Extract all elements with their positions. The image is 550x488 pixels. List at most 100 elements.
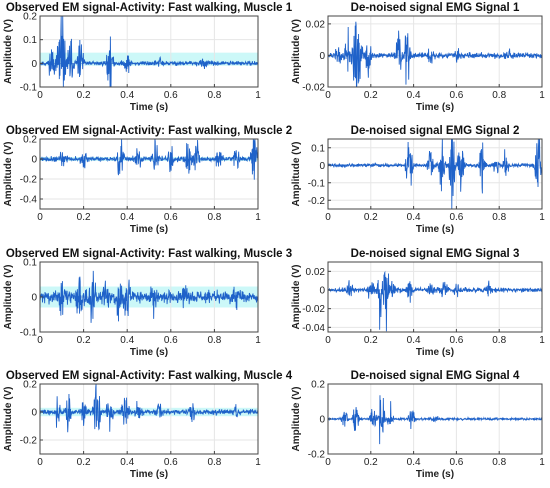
chart-panel-8: De-noised signal EMG Signal 4 0 0.2 0.4 0.6 0… — [291, 370, 545, 480]
x-tick-label: 0.4 — [407, 90, 421, 101]
chart-panel-5: Observed EM signal-Activity: Fast walkin… — [3, 248, 292, 358]
x-axis-label: Time (s) — [130, 347, 168, 358]
x-tick-label: 0.6 — [449, 457, 463, 468]
y-axis-label: Amplitude (V) — [3, 19, 14, 84]
y-tick-label: -0.1 — [20, 328, 38, 339]
x-tick-label: 1 — [539, 212, 545, 223]
y-tick-label: 0 — [319, 286, 325, 297]
y-tick-label: 0 — [31, 408, 37, 419]
x-tick-label: 0 — [37, 457, 43, 468]
signal-line — [40, 16, 258, 87]
plot-area — [328, 262, 542, 332]
x-tick-label: 0.2 — [364, 212, 378, 223]
chart-panel-4: De-noised signal EMG Signal 2 0 0.2 0.4 0.6 0… — [291, 125, 545, 235]
signal-line — [328, 395, 542, 445]
y-tick-label: -0.02 — [302, 83, 325, 94]
y-tick-label: 0 — [319, 415, 325, 426]
x-tick-label: 0.4 — [120, 335, 134, 346]
axes-box — [39, 138, 259, 210]
x-tick-label: 0.6 — [164, 335, 178, 346]
chart-title: Observed EM signal-Activity: Fast walkin… — [6, 370, 293, 382]
y-axis-label: Amplitude (V) — [291, 387, 302, 452]
highlight-band — [40, 52, 258, 61]
x-tick-label: 0.8 — [207, 457, 221, 468]
x-tick-label: 0.6 — [164, 90, 178, 101]
x-tick-label: 0.4 — [407, 212, 421, 223]
y-tick-label: 0.1 — [311, 143, 325, 154]
y-axis-label: Amplitude (V) — [291, 265, 302, 330]
y-tick-label: -0.2 — [308, 196, 326, 207]
x-axis-label: Time (s) — [416, 102, 454, 113]
x-tick-label: 1 — [539, 335, 545, 346]
x-tick-label: 0 — [325, 457, 331, 468]
y-tick-label: 0.1 — [23, 35, 37, 46]
chart-title: De-noised signal EMG Signal 2 — [351, 125, 520, 137]
chart-panel-1: Observed EM signal-Activity: Fast walkin… — [3, 2, 293, 113]
y-tick-label: -0.02 — [302, 304, 325, 315]
signal-line — [328, 21, 542, 87]
y-tick-label: 0.2 — [23, 12, 37, 23]
chart-title: Observed EM signal-Activity: Fast walkin… — [6, 248, 292, 260]
chart-panel-7: Observed EM signal-Activity: Fast walkin… — [3, 370, 293, 480]
x-tick-label: 0.8 — [207, 335, 221, 346]
x-tick-label: 0 — [325, 90, 331, 101]
y-tick-label: 0 — [31, 59, 37, 70]
x-tick-label: 1 — [539, 90, 545, 101]
y-tick-label: -0.1 — [308, 178, 326, 189]
x-tick-label: 0.4 — [120, 212, 134, 223]
y-axis-label: Amplitude (V) — [3, 265, 14, 330]
plot-area — [40, 139, 258, 209]
signal-line — [328, 139, 542, 209]
x-tick-label: 0 — [37, 335, 43, 346]
y-tick-label: 0 — [319, 51, 325, 62]
y-tick-label: -0.2 — [308, 450, 326, 461]
x-tick-label: 0 — [325, 212, 331, 223]
x-tick-label: 0.2 — [364, 457, 378, 468]
y-tick-label: 0 — [31, 155, 37, 166]
chart-panel-6: De-noised signal EMG Signal 3 0 0.2 0.4 0.6 0… — [291, 248, 545, 358]
x-axis-label: Time (s) — [130, 469, 168, 480]
signal-line — [328, 270, 542, 332]
y-axis-label: Amplitude (V) — [3, 142, 14, 207]
x-tick-label: 0.2 — [364, 335, 378, 346]
x-tick-label: 0 — [37, 90, 43, 101]
y-tick-label: 0 — [319, 161, 325, 172]
axes-box — [327, 138, 543, 210]
chart-title: Observed EM signal-Activity: Fast walkin… — [6, 125, 292, 137]
y-axis-label: Amplitude (V) — [3, 387, 14, 452]
y-tick-label: -0.1 — [20, 83, 38, 94]
x-tick-label: 1 — [255, 335, 261, 346]
axes-box — [327, 15, 543, 88]
x-tick-label: 0.8 — [207, 90, 221, 101]
x-tick-label: 0 — [37, 212, 43, 223]
x-axis-label: Time (s) — [130, 102, 168, 113]
axes-box — [39, 15, 259, 88]
x-tick-label: 0.4 — [407, 457, 421, 468]
x-tick-label: 0.4 — [407, 335, 421, 346]
plot-area — [328, 139, 542, 209]
x-axis-label: Time (s) — [416, 347, 454, 358]
x-axis-label: Time (s) — [416, 469, 454, 480]
x-tick-label: 0.8 — [492, 90, 506, 101]
x-tick-label: 0 — [325, 335, 331, 346]
x-tick-label: 1 — [255, 457, 261, 468]
y-tick-label: -0.2 — [20, 436, 38, 447]
x-tick-label: 0.8 — [492, 335, 506, 346]
x-tick-label: 0.6 — [449, 90, 463, 101]
x-tick-label: 0.2 — [77, 212, 91, 223]
x-tick-label: 1 — [255, 212, 261, 223]
x-tick-label: 0.6 — [164, 212, 178, 223]
y-axis-label: Amplitude (V) — [291, 19, 302, 84]
x-tick-label: 0.6 — [164, 457, 178, 468]
chart-title: De-noised signal EMG Signal 3 — [351, 248, 520, 260]
x-tick-label: 0.6 — [449, 212, 463, 223]
x-tick-label: 0.2 — [77, 457, 91, 468]
x-tick-label: 0.4 — [120, 457, 134, 468]
x-tick-label: 1 — [255, 90, 261, 101]
plot-area — [328, 16, 542, 87]
x-tick-label: 0.6 — [449, 335, 463, 346]
y-tick-label: -0.04 — [302, 323, 325, 334]
y-tick-label: 0.1 — [23, 258, 37, 269]
x-tick-label: 0.8 — [492, 457, 506, 468]
